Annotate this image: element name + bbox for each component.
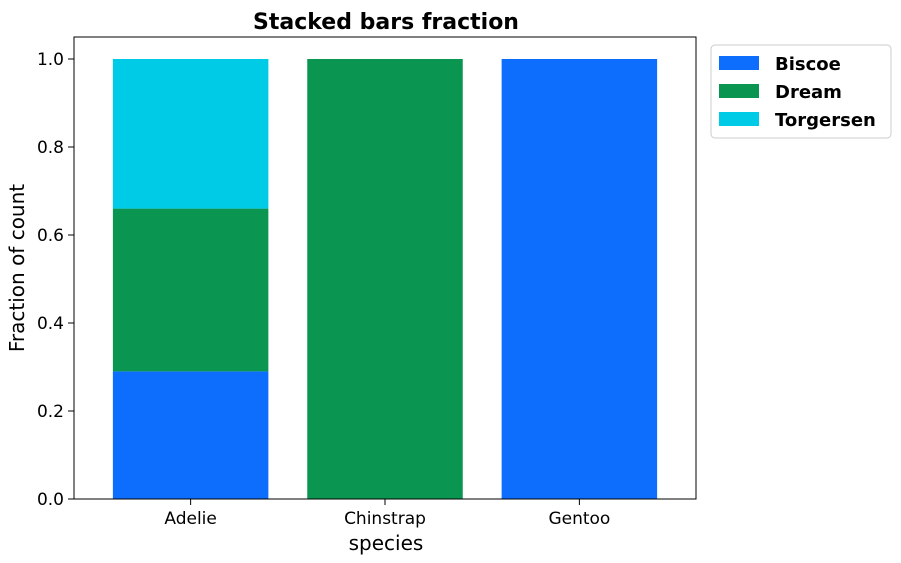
bar-adelie-dream	[112, 208, 269, 372]
bars-group	[112, 59, 658, 499]
legend: Biscoe Dream Torgersen	[710, 44, 892, 139]
legend-swatch-biscoe	[719, 56, 759, 70]
x-tick-label-adelie: Adelie	[164, 509, 217, 529]
legend-label-torgersen: Torgersen	[775, 110, 876, 131]
bar-adelie-torgersen	[112, 59, 269, 209]
x-axis-ticks: Adelie Chinstrap Gentoo	[164, 499, 610, 529]
legend-label-biscoe: Biscoe	[775, 54, 841, 75]
bar-gentoo-biscoe	[501, 59, 658, 499]
y-tick-label: 0.0	[37, 490, 64, 510]
y-tick-label: 1.0	[37, 50, 64, 70]
legend-label-dream: Dream	[775, 82, 842, 103]
y-axis-ticks: 0.0 0.2 0.4 0.6 0.8 1.0	[37, 50, 74, 510]
x-tick-label-gentoo: Gentoo	[548, 509, 610, 529]
y-tick-label: 0.8	[37, 138, 64, 158]
y-axis-label: Fraction of count	[5, 184, 29, 352]
y-tick-label: 0.6	[37, 226, 64, 246]
legend-swatch-torgersen	[719, 112, 759, 126]
bar-adelie-biscoe	[112, 371, 269, 499]
y-tick-label: 0.2	[37, 402, 64, 422]
plot-frame	[73, 36, 697, 500]
x-tick-label-chinstrap: Chinstrap	[344, 509, 426, 529]
y-tick-label: 0.4	[37, 314, 64, 334]
chart-title: Stacked bars fraction	[253, 10, 519, 35]
bar-chinstrap-dream	[307, 59, 463, 499]
legend-swatch-dream	[719, 84, 759, 98]
x-axis-label: species	[349, 531, 424, 555]
